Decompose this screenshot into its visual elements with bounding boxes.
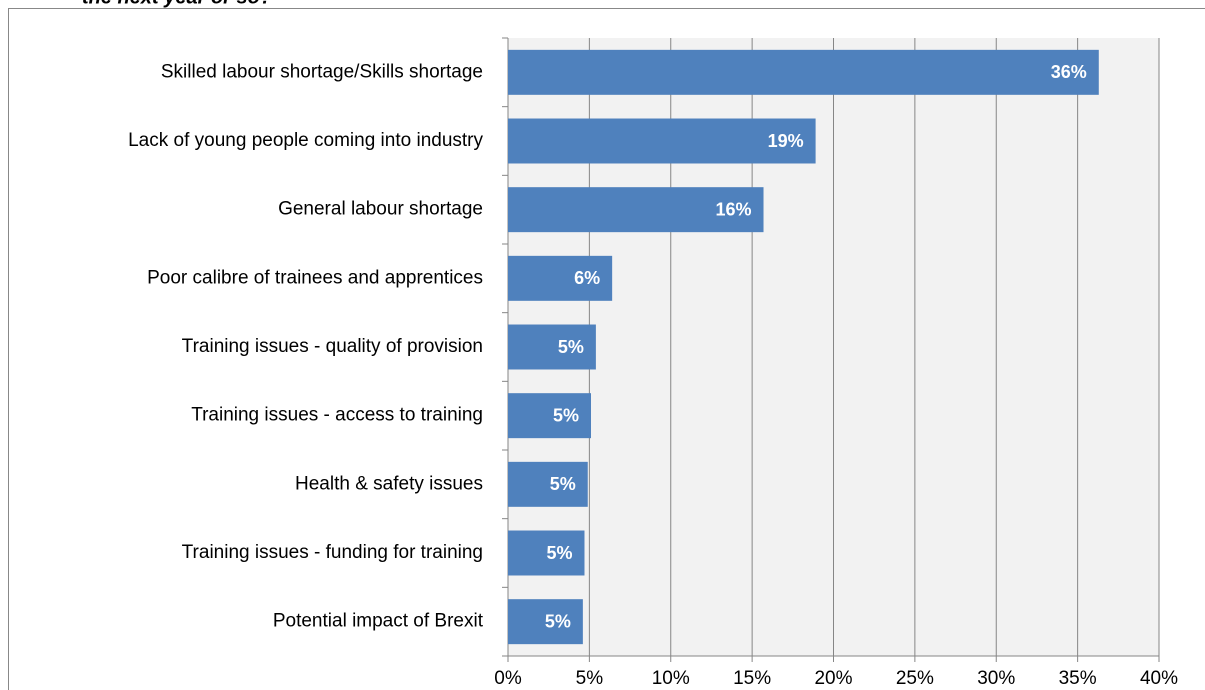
y-tick-label: Health & safety issues — [295, 473, 483, 494]
data-label: 16% — [715, 199, 751, 219]
x-tick-label: 15% — [733, 668, 771, 689]
data-label: 6% — [574, 268, 600, 288]
x-tick-label: 20% — [814, 668, 852, 689]
y-tick-label: Training issues - quality of provision — [182, 336, 483, 357]
y-tick-label: Potential impact of Brexit — [273, 611, 484, 632]
y-tick-label: Training issues - funding for training — [182, 542, 483, 563]
x-tick-label: 10% — [652, 668, 690, 689]
y-tick-label: Poor calibre of trainees and apprentices — [147, 267, 483, 288]
x-tick-label: 30% — [977, 668, 1015, 689]
bar — [508, 187, 764, 233]
data-label: 5% — [550, 474, 576, 494]
chart-title: the next year or so? — [82, 0, 272, 8]
data-label: 5% — [546, 543, 572, 563]
data-label: 36% — [1051, 62, 1087, 82]
bar — [508, 255, 613, 301]
bar — [508, 324, 596, 370]
bar — [508, 599, 583, 645]
data-label: 5% — [558, 337, 584, 357]
x-tick-label: 40% — [1140, 668, 1178, 689]
bar — [508, 393, 592, 439]
bar — [508, 461, 588, 507]
y-tick-label: General labour shortage — [278, 199, 483, 220]
data-label: 5% — [545, 611, 571, 631]
x-tick-label: 25% — [896, 668, 934, 689]
x-tick-label: 5% — [576, 668, 604, 689]
x-tick-label: 35% — [1059, 668, 1097, 689]
bar — [508, 530, 585, 576]
y-tick-label: Skilled labour shortage/Skills shortage — [161, 61, 483, 82]
data-label: 19% — [768, 131, 804, 151]
y-tick-label: Lack of young people coming into industr… — [128, 130, 483, 151]
x-tick-label: 0% — [494, 668, 522, 689]
bar — [508, 49, 1099, 95]
data-label: 5% — [553, 405, 579, 425]
y-tick-label: Training issues - access to training — [191, 405, 483, 426]
bar — [508, 118, 816, 164]
